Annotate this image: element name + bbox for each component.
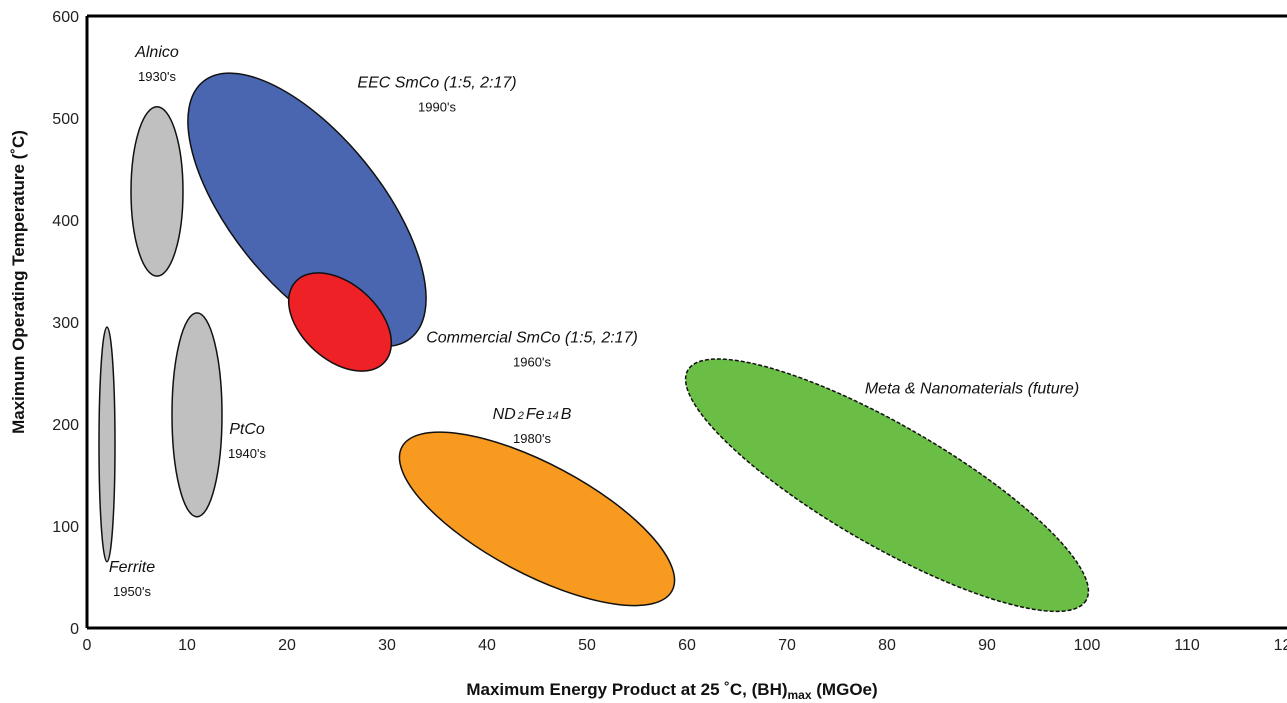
region-ndfeb [398,431,676,607]
region-commercial-smco [287,272,393,372]
ticks-layer: 0 10 20 30 40 50 60 70 80 90 100 110 120 0 100 200 300 40… [52,9,1287,654]
x-tick-label: 20 [278,637,296,654]
region-ptco [171,312,223,518]
region-era-ptco: 1940's [228,446,266,461]
region-ferrite [98,326,116,563]
x-tick-label: 100 [1074,637,1101,654]
regions-layer [98,72,1090,613]
region-label-ferrite: Ferrite [109,559,155,576]
y-tick-label: 0 [70,621,79,638]
x-axis-title-main: Maximum Energy Product at 25 ˚C, (BH) [466,680,787,699]
region-meta-nano [684,358,1090,613]
region-era-alnico: 1930's [138,69,176,84]
region-eec-smco [187,72,427,348]
y-tick-label: 100 [52,519,79,536]
x-tick-label: 60 [678,637,696,654]
y-axis-title: Maximum Operating Temperature (˚C) [9,130,28,434]
x-tick-label: 50 [578,637,596,654]
region-label-meta-nano: Meta & Nanomaterials (future) [865,380,1079,397]
region-era-ferrite: 1950's [113,584,151,599]
region-era-ndfeb: 1980's [513,431,551,446]
y-tick-label: 200 [52,417,79,434]
region-era-commercial-smco: 1960's [513,354,551,369]
labels-layer: Alnico 1930's Ferrite 1950's PtCo 1940's EEC S… [109,44,1079,599]
x-tick-label: 70 [778,637,796,654]
region-label-ndfeb: ND 2 Fe 14 B [493,406,572,423]
y-tick-label: 500 [52,111,79,128]
x-tick-label: 0 [83,637,92,654]
region-label-commercial-smco: Commercial SmCo (1:5, 2:17) [426,329,638,346]
x-tick-label: 90 [978,637,996,654]
y-tick-label: 300 [52,315,79,332]
region-label-alnico: Alnico [134,44,179,61]
x-tick-label: 10 [178,637,196,654]
axes-layer [85,14,1287,630]
region-era-eec-smco: 1990's [418,99,456,114]
x-tick-label: 80 [878,637,896,654]
x-tick-label: 40 [478,637,496,654]
x-axis-title: Maximum Energy Product at 25 ˚C, (BH)max… [466,680,877,702]
region-label-ptco: PtCo [229,421,265,438]
region-alnico [130,106,184,277]
x-tick-label: 110 [1174,637,1200,654]
x-tick-label: 30 [378,637,396,654]
y-tick-label: 400 [52,213,79,230]
x-axis-title-unit: (MGOe) [812,680,878,699]
x-tick-label: 120 [1274,637,1287,654]
y-tick-label: 600 [52,9,79,26]
x-axis-title-sub: max [788,688,812,702]
region-label-eec-smco: EEC SmCo (1:5, 2:17) [357,74,516,91]
